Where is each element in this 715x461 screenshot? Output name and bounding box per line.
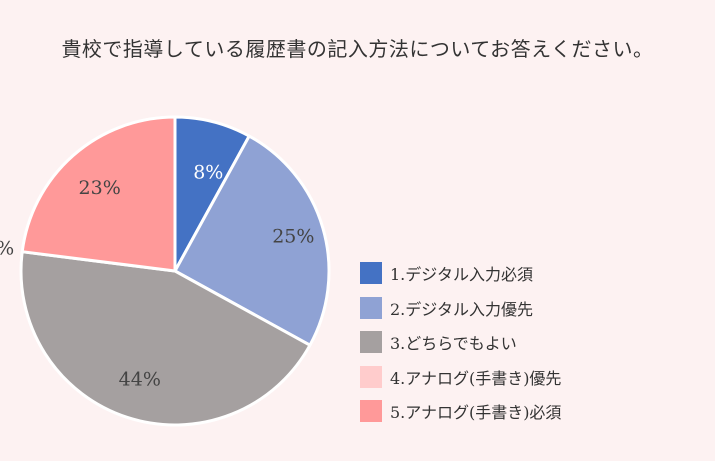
legend-swatch <box>360 296 382 319</box>
legend-label: 5.アナログ(手書き)必須 <box>390 403 562 422</box>
pie-slice-3 <box>19 250 312 427</box>
legend-label: 1.デジタル入力必須 <box>390 265 533 284</box>
legend-swatch <box>360 365 382 388</box>
data-label-4: 0% <box>0 238 14 260</box>
data-label-1: 8% <box>193 162 223 184</box>
legend-label: 4.アナログ(手書き)優先 <box>390 368 562 388</box>
legend-item-2: 2.デジタル入力優先 <box>360 296 561 319</box>
legend-item-3: 3.どちらでもよい <box>360 331 561 353</box>
data-label-2: 25% <box>272 226 314 248</box>
legend-swatch <box>360 400 382 422</box>
legend-label: 2.デジタル入力優先 <box>390 299 533 319</box>
legend-item-1: 1.デジタル入力必須 <box>360 262 561 284</box>
legend-item-4: 4.アナログ(手書き)優先 <box>360 365 562 388</box>
legend-swatch <box>360 262 382 284</box>
data-label-5: 23% <box>79 177 121 199</box>
data-label-3: 44% <box>119 368 161 390</box>
pie-slice-2 <box>173 134 331 347</box>
legend-label: 3.どちらでもよい <box>390 334 517 353</box>
legend-swatch <box>360 331 382 353</box>
legend-item-5: 5.アナログ(手書き)必須 <box>360 400 561 422</box>
legend: 1.デジタル入力必須 2.デジタル入力優先 3.どちらでもよい 4.アナログ(手… <box>360 262 561 435</box>
chart-title: 貴校で指導している履歴書の記入方法についてお答えください。 <box>61 37 654 61</box>
pie-slice-5 <box>20 115 177 273</box>
